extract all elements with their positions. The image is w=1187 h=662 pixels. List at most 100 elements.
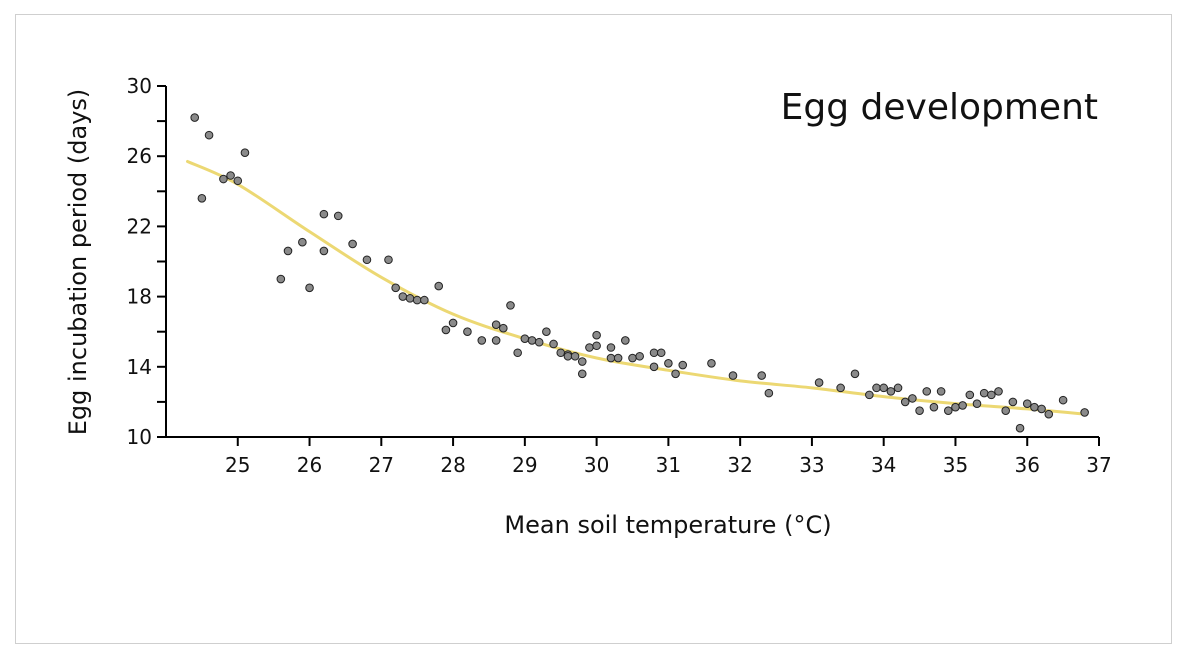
data-point [929,402,939,412]
x-tick-label: 26 [297,453,322,477]
data-point [577,357,587,366]
y-axis-title: Egg incubation period (days) [64,89,92,436]
data-point [606,343,616,352]
data-point [1001,406,1011,415]
data-point [649,362,659,372]
chart-title: Egg development [781,87,1098,128]
data-point [563,351,573,361]
data-point [384,255,393,265]
x-tick-label: 34 [871,453,896,477]
data-point [570,351,580,361]
x-tick-label: 29 [512,453,537,477]
data-point [893,383,903,393]
data-point [333,211,343,221]
data-point [1080,408,1089,417]
data-point [405,294,415,303]
x-tick-label: 25 [225,453,250,477]
data-point [1044,409,1054,419]
data-point [915,406,924,415]
data-point [319,209,329,219]
data-point [592,341,601,351]
data-point [936,387,946,396]
data-point [900,397,910,407]
data-point [441,325,451,335]
data-point [226,171,235,180]
chart-axes: 25 26 27 28 29 30 31 32 33 34 35 36 37 10 14 18 22 26 30 [127,74,1112,477]
data-point [190,113,200,122]
data-point [922,387,932,396]
data-point [994,387,1003,396]
data-point [420,295,429,305]
data-point [1037,404,1046,414]
data-point [499,323,508,333]
data-point [233,176,243,186]
data-point [757,371,766,380]
data-point [628,353,637,363]
data-point [671,369,680,379]
y-tick-label: 14 [127,355,152,379]
data-point [972,399,982,408]
data-point [520,334,530,344]
data-point [434,281,444,291]
y-tick-label: 18 [127,285,152,309]
data-point [908,394,917,403]
data-point [513,348,522,358]
data-point [298,237,307,247]
x-tick-label: 33 [799,453,824,477]
data-points-layer [190,113,1089,433]
data-point [621,336,630,345]
data-point [556,348,566,358]
data-point [412,295,422,305]
data-point [391,283,400,293]
data-point [606,353,616,363]
data-point [542,327,551,337]
data-point [204,130,214,140]
x-tick-label: 36 [1015,453,1040,477]
data-point [549,339,558,349]
y-tick-label: 30 [127,74,152,98]
x-tick-label: 37 [1086,453,1111,477]
data-point [951,402,960,412]
data-point [965,390,975,400]
data-point [836,383,845,393]
data-point [283,246,293,256]
x-tick-label: 27 [369,453,394,477]
fit-curve [186,159,1087,416]
data-point [477,336,487,345]
y-tick-label: 22 [127,214,152,238]
data-point [872,383,881,393]
data-point [463,327,472,337]
y-tick-label: 10 [127,425,152,449]
data-point [979,388,989,398]
data-point [850,369,860,379]
data-point [527,336,537,345]
data-point [707,358,716,368]
x-tick-label: 28 [440,453,465,477]
data-point [585,343,594,352]
data-point [814,378,824,387]
data-point [1058,395,1068,405]
data-point [764,388,774,398]
data-point [240,148,250,157]
data-point [728,371,738,380]
data-point [362,255,372,265]
data-point [613,353,623,363]
data-point [678,360,688,370]
data-point [534,337,544,347]
data-point [879,383,888,393]
data-point [886,387,896,396]
data-point [1008,397,1018,407]
data-point [305,283,314,293]
data-point [664,358,673,368]
data-point [635,351,644,361]
data-point [958,401,967,410]
data-point [348,239,357,249]
data-point [943,406,953,415]
x-axis-title: Mean soil temperature (°C) [504,511,831,539]
data-point [1015,423,1025,433]
data-point [506,301,515,310]
data-point [448,318,458,328]
data-point [491,336,501,345]
fit-curve-layer [186,159,1087,416]
